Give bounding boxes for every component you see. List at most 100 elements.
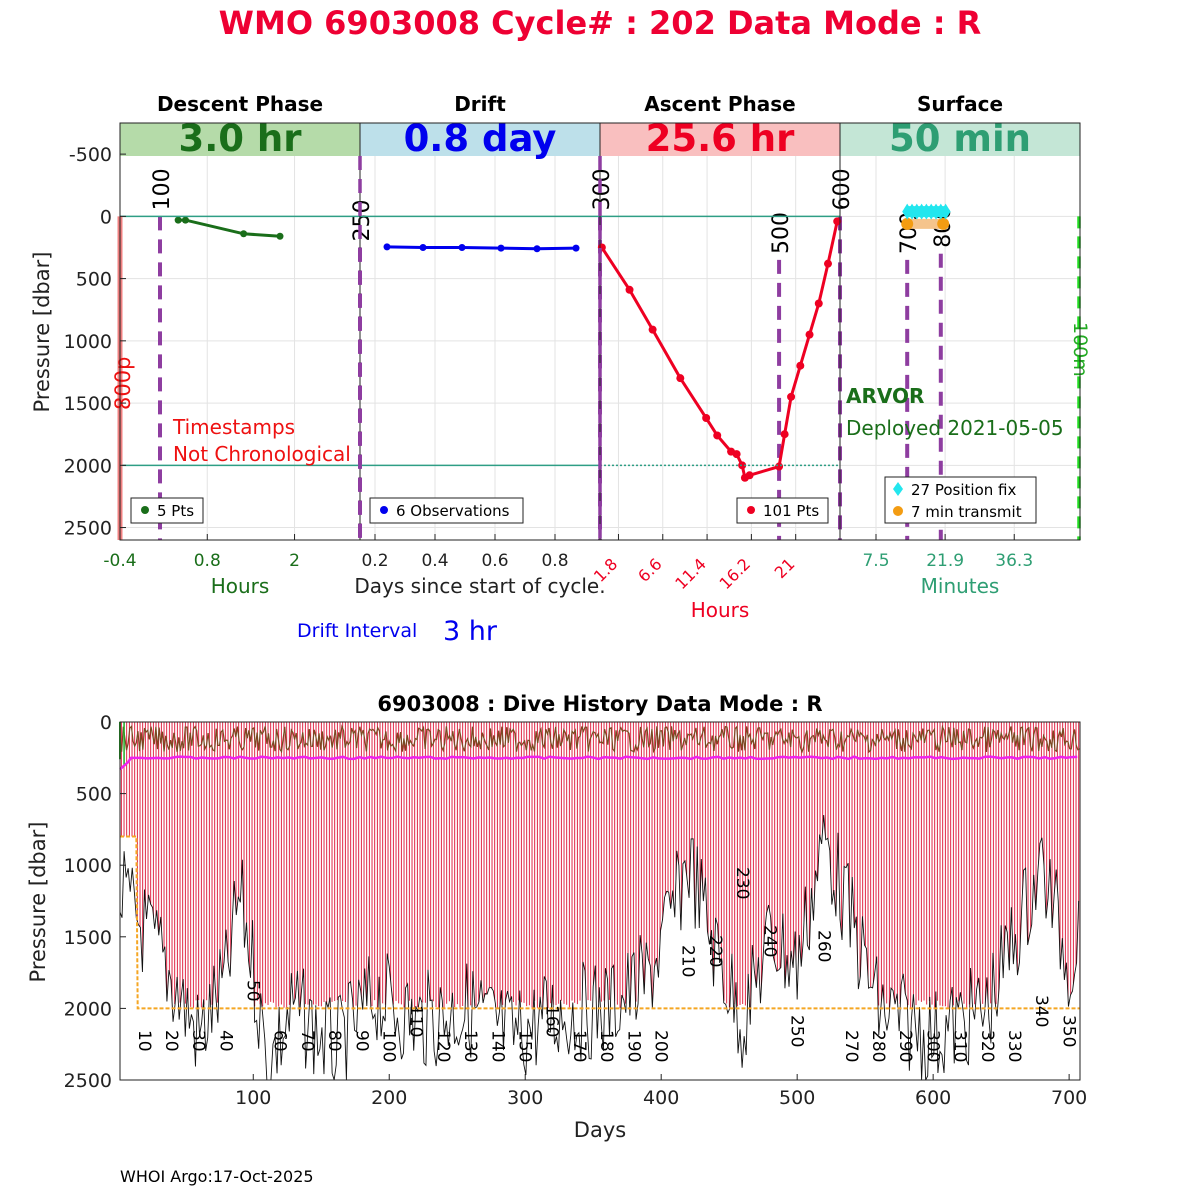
annotation-line: Timestamps xyxy=(172,415,295,439)
cycle-label: 330 xyxy=(1004,1030,1024,1062)
cycle-label: 210 xyxy=(678,945,698,977)
cycle-marker-label-ascent: 600 xyxy=(830,168,855,210)
data-point-ascent xyxy=(745,471,754,480)
phase-title-ascent: Ascent Phase xyxy=(644,92,795,116)
cycle-label: 90 xyxy=(351,1030,371,1052)
cycle-label: 140 xyxy=(487,1030,507,1062)
x-axis-label-ascent: Hours xyxy=(691,598,750,622)
data-point-ascent xyxy=(814,299,823,308)
cycle-label: 30 xyxy=(188,1030,208,1052)
data-point-drift xyxy=(383,243,391,251)
x-tick-label: 400 xyxy=(643,1087,679,1109)
center-x-axis-label: Days since start of cycle. xyxy=(354,574,605,598)
x-tick-label-descent: 0.8 xyxy=(194,551,221,571)
data-point-drift xyxy=(572,244,580,252)
y-tick-label: 1500 xyxy=(64,927,112,949)
y-tick-label: 1000 xyxy=(64,855,112,877)
bottom-depth-line xyxy=(119,815,1080,1081)
data-point-descent xyxy=(181,216,189,224)
cycle-marker-label-surface: 700 xyxy=(897,212,922,254)
legend-label-descent: 5 Pts xyxy=(157,502,194,520)
legend-marker-ascent xyxy=(747,506,755,514)
data-point-ascent xyxy=(824,259,832,268)
cycle-label: 60 xyxy=(270,1030,290,1052)
data-point-ascent xyxy=(780,430,789,439)
phase-title-surface: Surface xyxy=(917,92,1003,116)
cycle-label: 240 xyxy=(759,925,779,957)
park-depth-line xyxy=(119,755,1078,771)
cycle-label: 310 xyxy=(950,1030,970,1062)
cycle-label: 150 xyxy=(514,1030,534,1062)
x-axis-label-descent: Hours xyxy=(211,574,270,598)
phase-band-drift xyxy=(360,123,600,156)
cycle-label: 170 xyxy=(569,1030,589,1062)
phase-band-surface xyxy=(840,123,1080,156)
y-axis-label: Pressure [dbar] xyxy=(26,822,50,983)
x-tick-label-drift: 0.6 xyxy=(481,551,508,571)
y-tick-label: 2500 xyxy=(64,518,112,540)
cycle-label: 230 xyxy=(732,867,752,899)
deployment-date: Deployed 2021-05-05 xyxy=(846,416,1064,440)
cycle-label: 10 xyxy=(134,1030,154,1052)
phase-duration-drift: 0.8 day xyxy=(404,117,557,160)
series-line-drift xyxy=(386,245,577,251)
x-tick-label: 500 xyxy=(779,1087,815,1109)
cycle-label: 340 xyxy=(1031,995,1051,1027)
data-point-ascent xyxy=(787,392,796,401)
data-point-ascent xyxy=(713,431,722,440)
phase-duration-surface: 50 min xyxy=(889,117,1031,160)
y-tick-label: 2000 xyxy=(64,455,112,477)
data-point-ascent xyxy=(738,461,747,470)
x-tick-label: 600 xyxy=(915,1087,951,1109)
phase-duration-ascent: 25.6 hr xyxy=(646,117,796,160)
data-point-drift xyxy=(533,245,541,253)
y-axis-label: Pressure [dbar] xyxy=(30,252,54,413)
y-tick-label: 1500 xyxy=(64,393,112,415)
y-tick-label: 500 xyxy=(76,784,112,806)
cycle-label: 70 xyxy=(297,1030,317,1052)
y-tick-label: 2000 xyxy=(64,998,112,1020)
data-point-descent xyxy=(240,230,248,238)
x-tick-label-ascent: 11.4 xyxy=(671,554,710,593)
data-point-drift xyxy=(458,243,466,251)
cycle-label: 20 xyxy=(161,1030,181,1052)
y-tick-label: 500 xyxy=(76,269,112,291)
float-type: ARVOR xyxy=(846,384,924,408)
history-title: 6903008 : Dive History Data Mode : R xyxy=(377,692,822,716)
phase-duration-descent: 3.0 hr xyxy=(178,117,302,160)
phase-band-descent xyxy=(120,123,360,156)
cycle-label: 250 xyxy=(786,1015,806,1047)
cycle-label: 110 xyxy=(406,1005,426,1037)
x-tick-label-surface: 21.9 xyxy=(926,551,964,571)
y-tick-label: 0 xyxy=(100,206,112,228)
x-tick-label-surface: 7.5 xyxy=(862,551,889,571)
cycle-marker-label-ascent: 500 xyxy=(769,212,794,254)
legend-label-drift: 6 Observations xyxy=(396,502,510,520)
y-tick-label: 2500 xyxy=(64,1070,112,1092)
cycle-label: 220 xyxy=(705,935,725,967)
drift-interval-value: 3 hr xyxy=(443,616,498,647)
data-point-descent xyxy=(276,232,284,240)
transmit-point xyxy=(937,217,950,230)
cycle-label: 190 xyxy=(623,1030,643,1062)
y-tick-label: -500 xyxy=(69,144,112,166)
data-point-ascent xyxy=(833,217,842,226)
x-tick-label-ascent: 6.6 xyxy=(634,554,665,585)
cycle-marker-label-drift: 250 xyxy=(350,199,375,241)
annotation-line: Not Chronological xyxy=(173,442,351,466)
transmit-point xyxy=(901,217,914,230)
seafloor-mask xyxy=(120,815,1080,1080)
cycle-label: 290 xyxy=(895,1030,915,1062)
x-tick-label-ascent: 16.2 xyxy=(716,554,755,593)
figure-title: WMO 6903008 Cycle# : 202 Data Mode : R xyxy=(219,4,982,42)
data-point-ascent xyxy=(702,414,711,423)
cycle-label: 120 xyxy=(433,1030,453,1062)
phase-title-drift: Drift xyxy=(454,92,506,116)
x-axis-label: Days xyxy=(574,1118,626,1142)
credit-footer: WHOI Argo:17-Oct-2025 xyxy=(120,1167,314,1186)
legend-marker-transmit xyxy=(893,506,903,516)
x-tick-label: 100 xyxy=(235,1087,271,1109)
cycle-label: 50 xyxy=(243,980,263,1002)
